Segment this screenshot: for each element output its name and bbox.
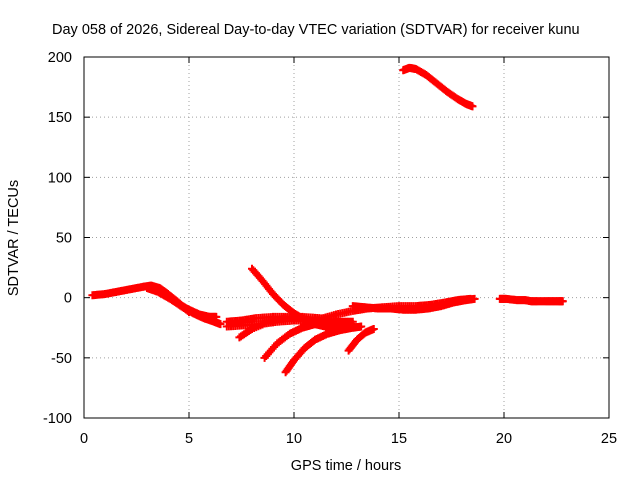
y-tick-label: -100 <box>43 411 72 427</box>
data-point <box>558 297 567 306</box>
series-arc-12 <box>348 294 479 314</box>
y-axis: -100 -50 0 50 100 150 200 <box>43 50 609 427</box>
series-arc-14 <box>495 294 567 306</box>
y-tick-label: -50 <box>51 351 72 367</box>
x-tick-label: 20 <box>496 431 512 447</box>
data-series <box>88 63 567 377</box>
series-arc-01 <box>88 281 193 317</box>
y-tick-label: 50 <box>56 231 72 247</box>
data-point <box>470 294 479 303</box>
x-tick-label: 0 <box>80 431 88 447</box>
x-tick-label: 5 <box>185 431 193 447</box>
data-point <box>369 324 378 333</box>
data-point <box>468 102 477 111</box>
plot-frame <box>83 56 610 419</box>
x-tick-label: 25 <box>601 431 617 447</box>
x-tick-label: 10 <box>286 431 302 447</box>
x-axis-label: GPS time / hours <box>291 458 401 474</box>
x-tick-label: 15 <box>391 431 407 447</box>
grid <box>84 57 609 418</box>
series-arc-11 <box>344 324 378 355</box>
series-arc-03 <box>168 296 225 329</box>
series-arc-13 <box>399 63 477 111</box>
series-arc-09 <box>281 322 366 377</box>
y-tick-label: 200 <box>48 50 72 66</box>
x-axis: 0 5 10 15 20 25 <box>80 57 617 447</box>
data-point <box>357 322 366 331</box>
y-tick-label: 100 <box>48 170 72 186</box>
data-point <box>216 320 225 329</box>
y-tick-label: 150 <box>48 110 72 126</box>
chart-title: Day 058 of 2026, Sidereal Day-to-day VTE… <box>52 22 580 38</box>
y-tick-label: 0 <box>64 291 72 307</box>
y-axis-label: SDTVAR / TECUs <box>6 180 22 296</box>
